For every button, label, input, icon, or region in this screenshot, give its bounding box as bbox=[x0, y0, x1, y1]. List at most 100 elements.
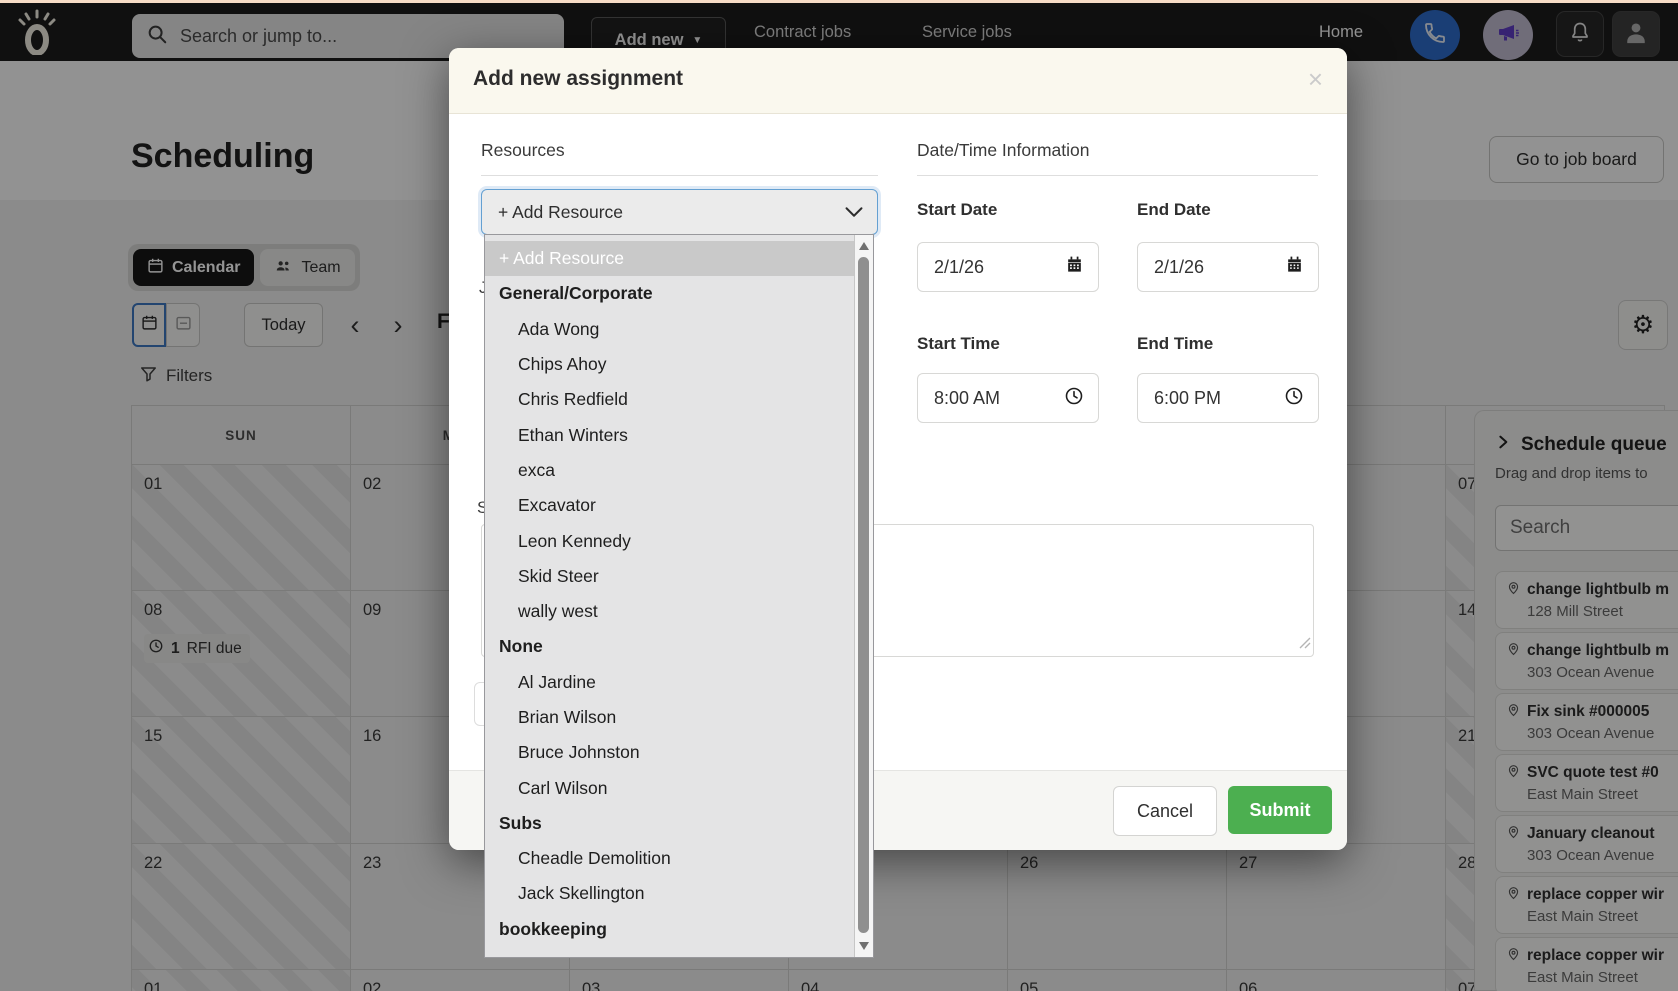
calendar-date-label: 22 bbox=[144, 854, 163, 872]
calendar-date-label: 04 bbox=[801, 980, 820, 991]
queue-card-title-row: change lightbulb m bbox=[1506, 641, 1678, 661]
calendar-cell[interactable]: 08 1 RFI due bbox=[132, 591, 351, 717]
schedule-queue-header[interactable]: Schedule queue bbox=[1495, 433, 1667, 457]
calendar-cell[interactable]: 26 bbox=[1008, 844, 1227, 970]
queue-card-address: 128 Mill Street bbox=[1527, 603, 1623, 620]
queue-card[interactable]: replace copper wir East Main Street bbox=[1495, 876, 1678, 934]
end-time-label: End Time bbox=[1137, 334, 1214, 353]
calendar-icon bbox=[1285, 255, 1304, 279]
calendar-view-list-button[interactable] bbox=[166, 303, 200, 347]
calendar-cell[interactable]: 03 bbox=[570, 970, 789, 991]
resource-select[interactable]: + Add Resource bbox=[481, 189, 878, 235]
dropdown-option[interactable]: wally west bbox=[518, 601, 598, 622]
dropdown-option[interactable]: Brian Wilson bbox=[518, 707, 617, 727]
dropdown-option[interactable]: Ada Wong bbox=[518, 318, 600, 339]
queue-card-address: East Main Street bbox=[1527, 908, 1638, 925]
calendar-cell[interactable]: 06 bbox=[1227, 970, 1446, 991]
calendar-cell[interactable]: 04 bbox=[789, 970, 1008, 991]
start-date-field[interactable]: 2/1/26 bbox=[917, 242, 1099, 292]
queue-card[interactable]: change lightbulb m 303 Ocean Avenue bbox=[1495, 632, 1678, 690]
queue-card-address: East Main Street bbox=[1527, 786, 1638, 803]
scroll-up-icon[interactable] bbox=[859, 242, 869, 250]
tab-calendar[interactable]: Calendar bbox=[133, 249, 255, 286]
dropdown-option[interactable]: Jack Skellington bbox=[518, 883, 645, 904]
cancel-button[interactable]: Cancel bbox=[1113, 786, 1217, 836]
dropdown-option[interactable]: Al Jardine bbox=[518, 671, 596, 692]
dropdown-option[interactable]: exca bbox=[518, 459, 555, 480]
end-time-field[interactable]: 6:00 PM bbox=[1137, 373, 1319, 423]
calendar-view-day-button[interactable] bbox=[132, 303, 166, 347]
nav-link-home[interactable]: Home bbox=[1319, 22, 1364, 41]
calendar-cell[interactable]: 05 bbox=[1008, 970, 1227, 991]
dropdown-option[interactable]: Chris Redfield bbox=[518, 389, 628, 410]
chevron-down-icon bbox=[845, 202, 863, 223]
calendar-cell[interactable]: 27 bbox=[1227, 844, 1446, 970]
calendar-date-label: 23 bbox=[363, 854, 382, 872]
close-icon[interactable]: × bbox=[1307, 64, 1323, 94]
event-label: RFI due bbox=[186, 639, 242, 657]
calendar-cell[interactable]: 01 bbox=[132, 465, 351, 591]
scrollbar-thumb[interactable] bbox=[858, 257, 869, 933]
search-input[interactable] bbox=[178, 24, 550, 48]
queue-card[interactable]: SVC quote test #0 East Main Street bbox=[1495, 754, 1678, 812]
announcements-button[interactable] bbox=[1483, 10, 1533, 60]
calendar-cell[interactable]: 15 bbox=[132, 717, 351, 844]
tab-team[interactable]: Team bbox=[260, 249, 355, 286]
prev-month-button[interactable]: ‹ bbox=[350, 309, 360, 340]
queue-card-title-row: change lightbulb m bbox=[1506, 580, 1678, 600]
calendar-event-rfi-due[interactable]: 1 RFI due bbox=[144, 634, 250, 663]
notifications-button[interactable] bbox=[1556, 11, 1604, 57]
queue-card-address: 303 Ocean Avenue bbox=[1527, 725, 1655, 742]
calendar-cell[interactable]: 02 bbox=[351, 970, 570, 991]
dropdown-option[interactable]: Carl Wilson bbox=[518, 777, 608, 798]
go-to-job-board-button[interactable]: Go to job board bbox=[1489, 136, 1664, 183]
page-title: Scheduling bbox=[131, 137, 315, 175]
queue-card[interactable]: January cleanout 303 Ocean Avenue bbox=[1495, 815, 1678, 873]
queue-card-title: change lightbulb m bbox=[1527, 642, 1670, 659]
dropdown-option[interactable]: Jill Valentine bbox=[485, 947, 855, 957]
calendar-settings-button[interactable]: ⚙ bbox=[1618, 300, 1668, 350]
schedule-queue-panel: Schedule queue Drag and drop items to ch… bbox=[1474, 410, 1678, 991]
dropdown-option-selected[interactable]: + Add Resource bbox=[485, 241, 855, 277]
end-date-field[interactable]: 2/1/26 bbox=[1137, 242, 1319, 292]
dropdown-scrollbar[interactable] bbox=[854, 235, 873, 957]
queue-card-title: change lightbulb m bbox=[1527, 581, 1670, 598]
end-date-label: End Date bbox=[1137, 200, 1211, 219]
queue-card-title: replace copper wir bbox=[1527, 886, 1664, 903]
calendar-date-label: 26 bbox=[1020, 854, 1039, 872]
user-avatar[interactable] bbox=[1612, 11, 1660, 57]
today-button[interactable]: Today bbox=[244, 303, 323, 347]
dropdown-option[interactable]: Ethan Winters bbox=[518, 424, 628, 445]
scroll-down-icon[interactable] bbox=[859, 942, 869, 950]
start-time-field[interactable]: 8:00 AM bbox=[917, 373, 1099, 423]
calendar-icon bbox=[147, 257, 164, 279]
calendar-cell[interactable]: 22 bbox=[132, 844, 351, 970]
resources-section-label: Resources bbox=[481, 140, 878, 176]
hidden-label-fragment: J bbox=[479, 278, 488, 298]
queue-card[interactable]: change lightbulb m 128 Mill Street bbox=[1495, 571, 1678, 629]
calendar-date-label: 01 bbox=[144, 475, 163, 493]
nav-link-contract-jobs[interactable]: Contract jobs bbox=[754, 22, 852, 41]
start-date-label: Start Date bbox=[917, 200, 998, 219]
dropdown-option[interactable]: Excavator bbox=[518, 495, 596, 516]
datetime-section-label: Date/Time Information bbox=[917, 140, 1318, 176]
filter-funnel-icon bbox=[139, 364, 158, 388]
team-icon bbox=[274, 257, 293, 279]
queue-card[interactable]: replace copper wir East Main Street bbox=[1495, 937, 1678, 991]
calendar-cell[interactable]: 01 bbox=[132, 970, 351, 991]
queue-card[interactable]: Fix sink #000005 303 Ocean Avenue bbox=[1495, 693, 1678, 751]
phone-button[interactable] bbox=[1410, 10, 1460, 60]
app-logo-icon[interactable] bbox=[16, 9, 58, 60]
submit-button[interactable]: Submit bbox=[1228, 786, 1332, 834]
dropdown-option[interactable]: Skid Steer bbox=[518, 565, 599, 586]
queue-search-input[interactable] bbox=[1508, 516, 1678, 540]
nav-link-service-jobs[interactable]: Service jobs bbox=[922, 22, 1012, 41]
resize-grip-icon[interactable] bbox=[1299, 636, 1311, 654]
dropdown-option[interactable]: Chips Ahoy bbox=[518, 354, 607, 375]
queue-search[interactable] bbox=[1495, 505, 1678, 551]
dropdown-option[interactable]: Cheadle Demolition bbox=[518, 848, 671, 869]
next-month-button[interactable]: › bbox=[393, 309, 403, 340]
dropdown-option[interactable]: Leon Kennedy bbox=[518, 530, 631, 551]
filters-button[interactable]: Filters bbox=[139, 364, 212, 388]
dropdown-option[interactable]: Bruce Johnston bbox=[518, 742, 640, 763]
